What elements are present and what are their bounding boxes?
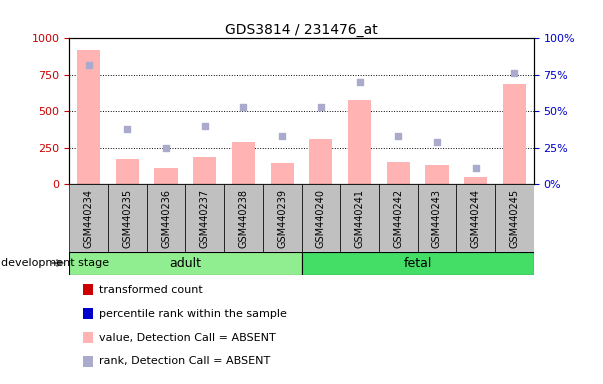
Text: GSM440237: GSM440237	[200, 189, 210, 248]
Text: GSM440242: GSM440242	[393, 189, 403, 248]
Text: GSM440238: GSM440238	[238, 189, 248, 248]
Bar	[309, 139, 332, 184]
Point	[277, 133, 287, 139]
Text: rank, Detection Call = ABSENT: rank, Detection Call = ABSENT	[99, 356, 271, 366]
Text: GSM440243: GSM440243	[432, 189, 442, 248]
Text: GSM440245: GSM440245	[510, 189, 519, 248]
Text: percentile rank within the sample: percentile rank within the sample	[99, 309, 288, 319]
Text: transformed count: transformed count	[99, 285, 203, 295]
Point	[84, 61, 93, 68]
FancyBboxPatch shape	[147, 184, 186, 253]
Bar	[193, 157, 216, 184]
Text: GSM440236: GSM440236	[161, 189, 171, 248]
Text: fetal: fetal	[403, 257, 432, 270]
Bar	[154, 168, 178, 184]
Text: value, Detection Call = ABSENT: value, Detection Call = ABSENT	[99, 333, 276, 343]
FancyBboxPatch shape	[302, 252, 534, 275]
Text: adult: adult	[169, 257, 201, 270]
Bar	[83, 332, 93, 343]
FancyBboxPatch shape	[379, 184, 417, 253]
Bar	[503, 84, 526, 184]
Title: GDS3814 / 231476_at: GDS3814 / 231476_at	[225, 23, 378, 37]
FancyBboxPatch shape	[69, 184, 108, 253]
Bar	[83, 356, 93, 367]
Bar	[271, 163, 294, 184]
Text: GSM440240: GSM440240	[316, 189, 326, 248]
FancyBboxPatch shape	[108, 184, 147, 253]
Bar	[425, 166, 449, 184]
Point	[161, 145, 171, 151]
Bar	[116, 159, 139, 184]
Point	[355, 79, 364, 85]
Point	[316, 104, 326, 110]
Bar	[232, 142, 255, 184]
Point	[432, 139, 442, 145]
FancyBboxPatch shape	[456, 184, 495, 253]
Text: GSM440239: GSM440239	[277, 189, 287, 248]
FancyBboxPatch shape	[302, 184, 340, 253]
FancyBboxPatch shape	[224, 184, 263, 253]
Bar	[77, 50, 100, 184]
FancyBboxPatch shape	[417, 184, 456, 253]
FancyBboxPatch shape	[495, 184, 534, 253]
FancyBboxPatch shape	[69, 252, 302, 275]
Point	[510, 70, 519, 76]
Point	[239, 104, 248, 110]
Bar	[464, 177, 487, 184]
Text: development stage: development stage	[1, 258, 109, 268]
Text: GSM440234: GSM440234	[84, 189, 93, 248]
Bar	[83, 285, 93, 295]
FancyBboxPatch shape	[340, 184, 379, 253]
FancyBboxPatch shape	[263, 184, 302, 253]
Point	[471, 165, 481, 171]
Text: GSM440244: GSM440244	[470, 189, 481, 248]
FancyBboxPatch shape	[186, 184, 224, 253]
Point	[393, 133, 403, 139]
Bar	[348, 100, 371, 184]
Bar	[387, 162, 410, 184]
Point	[122, 126, 132, 132]
Point	[200, 123, 210, 129]
Text: GSM440241: GSM440241	[355, 189, 365, 248]
Text: GSM440235: GSM440235	[122, 189, 133, 248]
Bar	[83, 308, 93, 319]
